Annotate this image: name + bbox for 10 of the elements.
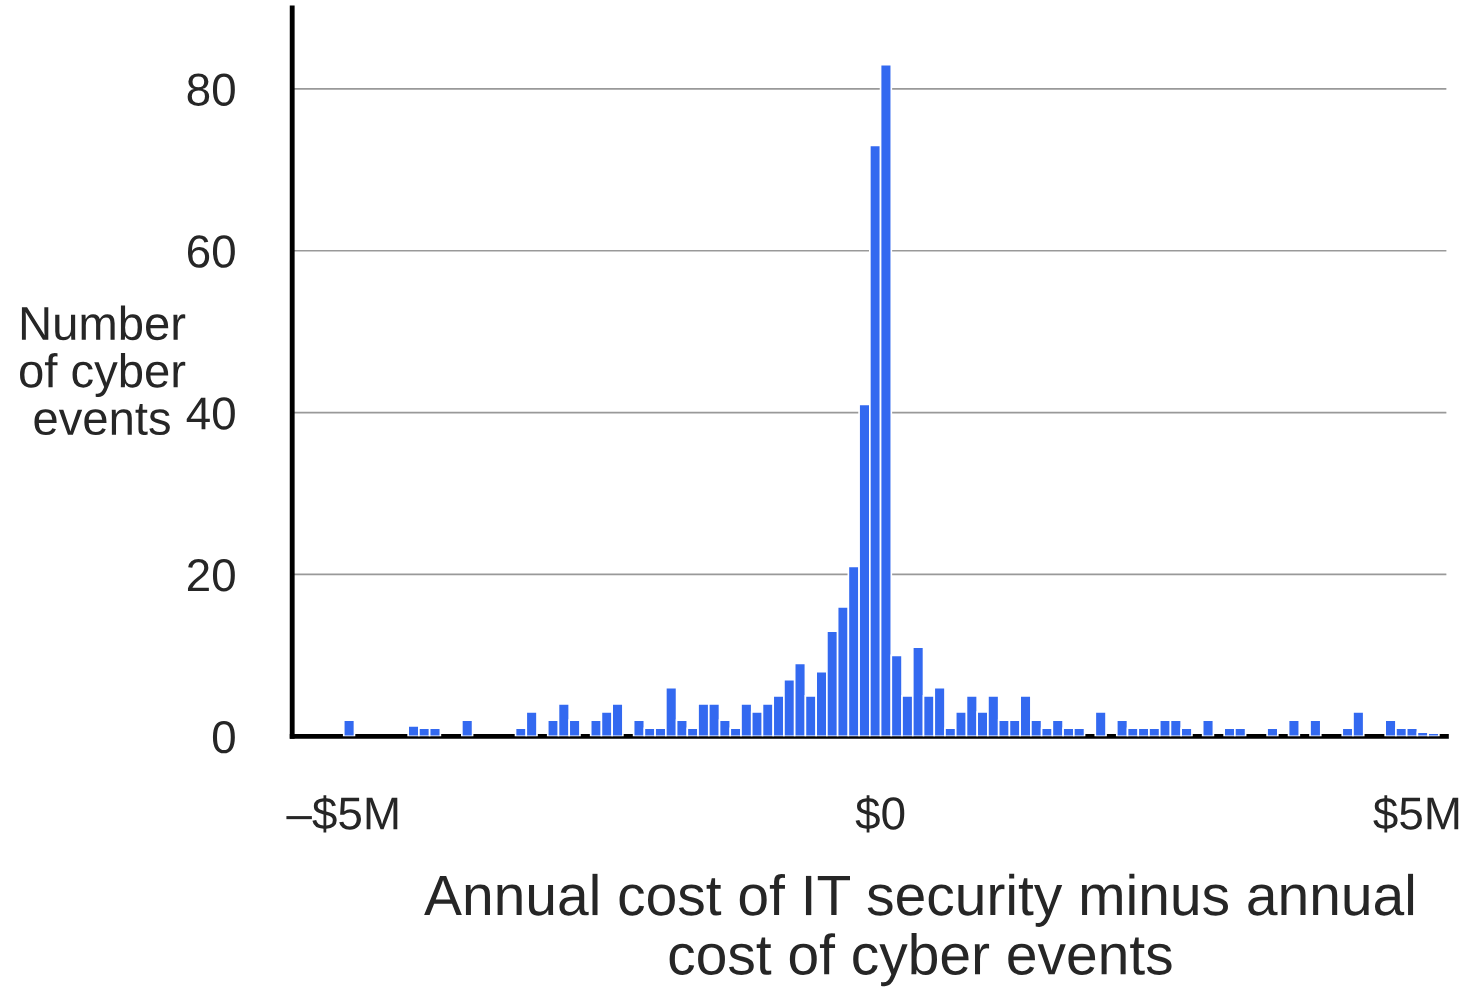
y-tick-label: 40 (186, 397, 235, 430)
y-tick-label: 60 (188, 235, 235, 268)
y-axis-title: Number of cyber events (20, 305, 186, 436)
x-tick-label: –$5M (286, 795, 398, 833)
y-tick-label: 0 (212, 720, 235, 754)
y-tick-label: 80 (187, 73, 235, 106)
x-axis-title: Annual cost of IT security minus annual cost of cyber events (424, 873, 1414, 987)
x-tick-label: $5M (1373, 795, 1459, 833)
y-tick-label: 20 (187, 559, 235, 592)
x-tick-label: $0 (855, 795, 905, 833)
